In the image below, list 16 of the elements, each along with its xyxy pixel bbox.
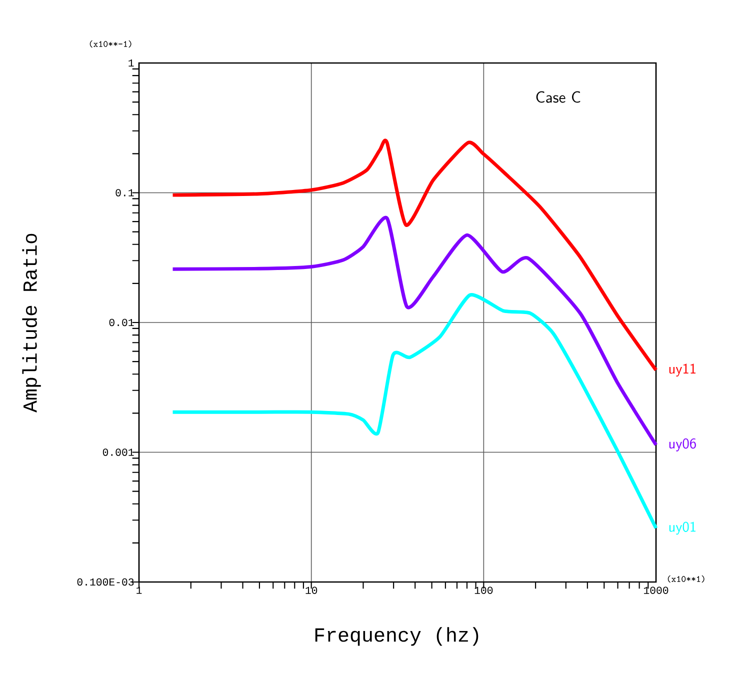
y-tick-label: 0.01 xyxy=(109,318,134,326)
x-axis-title: Frequency (hz) xyxy=(315,627,478,646)
y-tick-label: 0.100E-03 xyxy=(77,578,134,586)
x-tick-label: 1000 xyxy=(644,586,668,594)
y-axis-title: Amplitude Ratio xyxy=(22,234,41,413)
text: (x10**1) xyxy=(668,575,704,583)
y-tick-label: 1 xyxy=(128,59,134,67)
series-label: uy11 xyxy=(669,364,696,377)
y-tick-label: 0.1 xyxy=(116,189,134,196)
text: (x10**-1) xyxy=(90,40,132,48)
annotation: Case C xyxy=(536,91,580,103)
x-tick-label: 100 xyxy=(474,586,493,594)
y-tick-label: 0.001 xyxy=(102,448,134,456)
x-tick-label: 10 xyxy=(306,586,318,594)
series-label: uy06 xyxy=(669,438,696,452)
series-label: uy01 xyxy=(669,522,696,535)
